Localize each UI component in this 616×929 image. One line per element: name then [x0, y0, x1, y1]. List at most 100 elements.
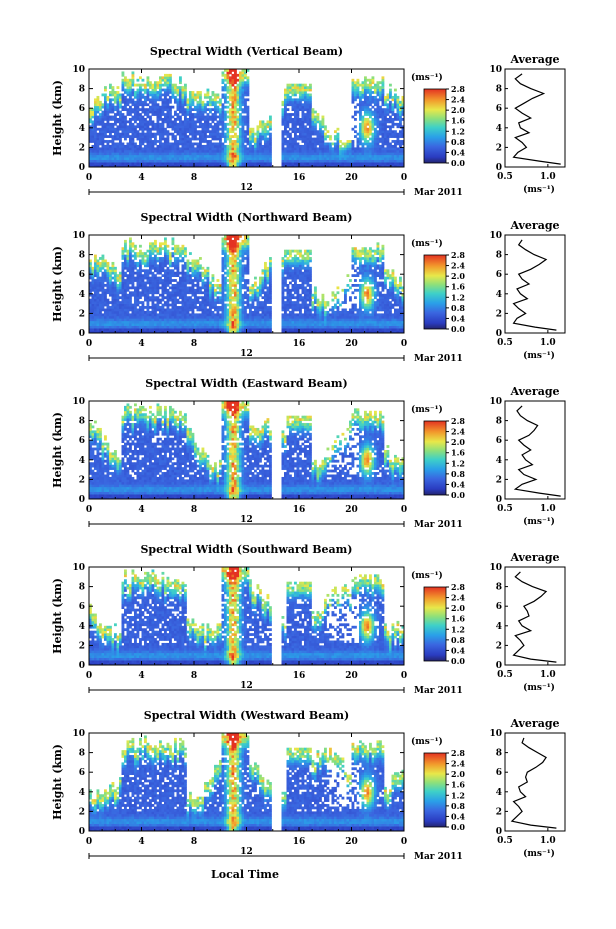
- heatmap-cell: [161, 108, 165, 111]
- heatmap-cell: [89, 164, 92, 168]
- heatmap-cell: [209, 122, 212, 126]
- heatmap-cell: [154, 157, 157, 160]
- heatmap-cell: [189, 140, 192, 143]
- heatmap-cell: [189, 100, 192, 104]
- heatmap-cell: [116, 91, 120, 94]
- heatmap-cell: [394, 152, 397, 156]
- heatmap-cell: [209, 147, 212, 151]
- heatmap-cell: [151, 157, 155, 160]
- heatmap-cell: [261, 152, 265, 156]
- heatmap-cell: [224, 313, 227, 317]
- heatmap-cell: [226, 73, 230, 77]
- heatmap-cell: [194, 259, 197, 263]
- heatmap-cell: [196, 149, 200, 153]
- heatmap-cell: [209, 281, 212, 285]
- heatmap-cell: [124, 239, 127, 243]
- heatmap-cell: [179, 313, 182, 317]
- heatmap-cell: [201, 118, 205, 121]
- heatmap-cell: [166, 152, 170, 156]
- heatmap-cell: [381, 83, 385, 87]
- heatmap-cell: [294, 142, 297, 146]
- heatmap-cell: [116, 149, 120, 153]
- heatmap-cell: [109, 318, 112, 322]
- heatmap-cell: [401, 125, 405, 129]
- heatmap-cell: [336, 152, 340, 156]
- heatmap-cell: [179, 78, 182, 82]
- heatmap-cell: [214, 132, 217, 136]
- heatmap-cell: [129, 296, 132, 300]
- heatmap-cell: [191, 132, 195, 136]
- heatmap-cell: [344, 144, 347, 148]
- heatmap-cell: [134, 83, 137, 87]
- heatmap-cell: [224, 239, 227, 243]
- heatmap-cell: [359, 157, 362, 160]
- heatmap-cell: [291, 120, 295, 124]
- heatmap-cell: [391, 122, 395, 126]
- heatmap-cell: [196, 157, 200, 160]
- heatmap-cell: [156, 286, 160, 290]
- heatmap-cell: [229, 301, 232, 304]
- heatmap-cell: [154, 325, 157, 329]
- heatmap-cell: [221, 125, 225, 129]
- heatmap-cell: [209, 330, 212, 334]
- heatmap-cell: [131, 281, 135, 285]
- heatmap-cell: [149, 122, 152, 126]
- heatmap-cell: [321, 115, 325, 119]
- heatmap-cell: [221, 274, 225, 277]
- heatmap-cell: [376, 100, 380, 104]
- heatmap-cell: [136, 261, 140, 265]
- heatmap-cell: [214, 157, 217, 160]
- heatmap-cell: [121, 264, 125, 268]
- heatmap-cell: [161, 286, 165, 290]
- heatmap-cell: [284, 91, 287, 94]
- heatmap-cell: [354, 113, 357, 116]
- heatmap-cell: [136, 100, 140, 104]
- heatmap-cell: [186, 130, 190, 134]
- heatmap-cell: [334, 130, 337, 134]
- heatmap-cell: [174, 244, 177, 248]
- heatmap-cell: [306, 132, 310, 136]
- heatmap-cell: [369, 110, 372, 114]
- heatmap-cell: [381, 91, 385, 94]
- heatmap-cell: [234, 164, 237, 168]
- heatmap-cell: [179, 293, 182, 297]
- heatmap-cell: [201, 135, 205, 138]
- heatmap-cell: [164, 132, 167, 136]
- heatmap-cell: [184, 127, 187, 131]
- heatmap-cell: [346, 142, 350, 146]
- heatmap-cell: [124, 91, 127, 94]
- heatmap-cell: [309, 83, 312, 87]
- heatmap-cell: [191, 320, 195, 324]
- heatmap-cell: [394, 147, 397, 151]
- heatmap-cell: [121, 152, 125, 156]
- heatmap-cell: [351, 81, 355, 85]
- heatmap-cell: [221, 154, 225, 158]
- heatmap-cell: [141, 293, 145, 297]
- heatmap-cell: [191, 266, 195, 270]
- heatmap-cell: [244, 88, 247, 92]
- heatmap-cell: [179, 118, 182, 121]
- heatmap-cell: [176, 140, 180, 143]
- heatmap-cell: [181, 88, 185, 92]
- heatmap-cell: [106, 266, 110, 270]
- heatmap-cell: [296, 137, 300, 141]
- heatmap-cell: [121, 328, 125, 331]
- heatmap-cell: [244, 120, 247, 124]
- heatmap-cell: [149, 142, 152, 146]
- heatmap-cell: [156, 328, 160, 331]
- heatmap-cell: [306, 108, 310, 111]
- heatmap-cell: [131, 140, 135, 143]
- heatmap-cell: [374, 113, 377, 116]
- heatmap-cell: [94, 108, 97, 111]
- heatmap-cell: [311, 130, 315, 134]
- heatmap-cell: [156, 149, 160, 153]
- heatmap-cell: [129, 279, 132, 282]
- heatmap-cell: [154, 264, 157, 268]
- heatmap-cell: [174, 144, 177, 148]
- heatmap-cell: [114, 122, 117, 126]
- heatmap-cell: [159, 105, 162, 109]
- heatmap-cell: [109, 306, 112, 309]
- heatmap-cell: [179, 88, 182, 92]
- heatmap-cell: [114, 284, 117, 287]
- heatmap-cell: [104, 308, 107, 312]
